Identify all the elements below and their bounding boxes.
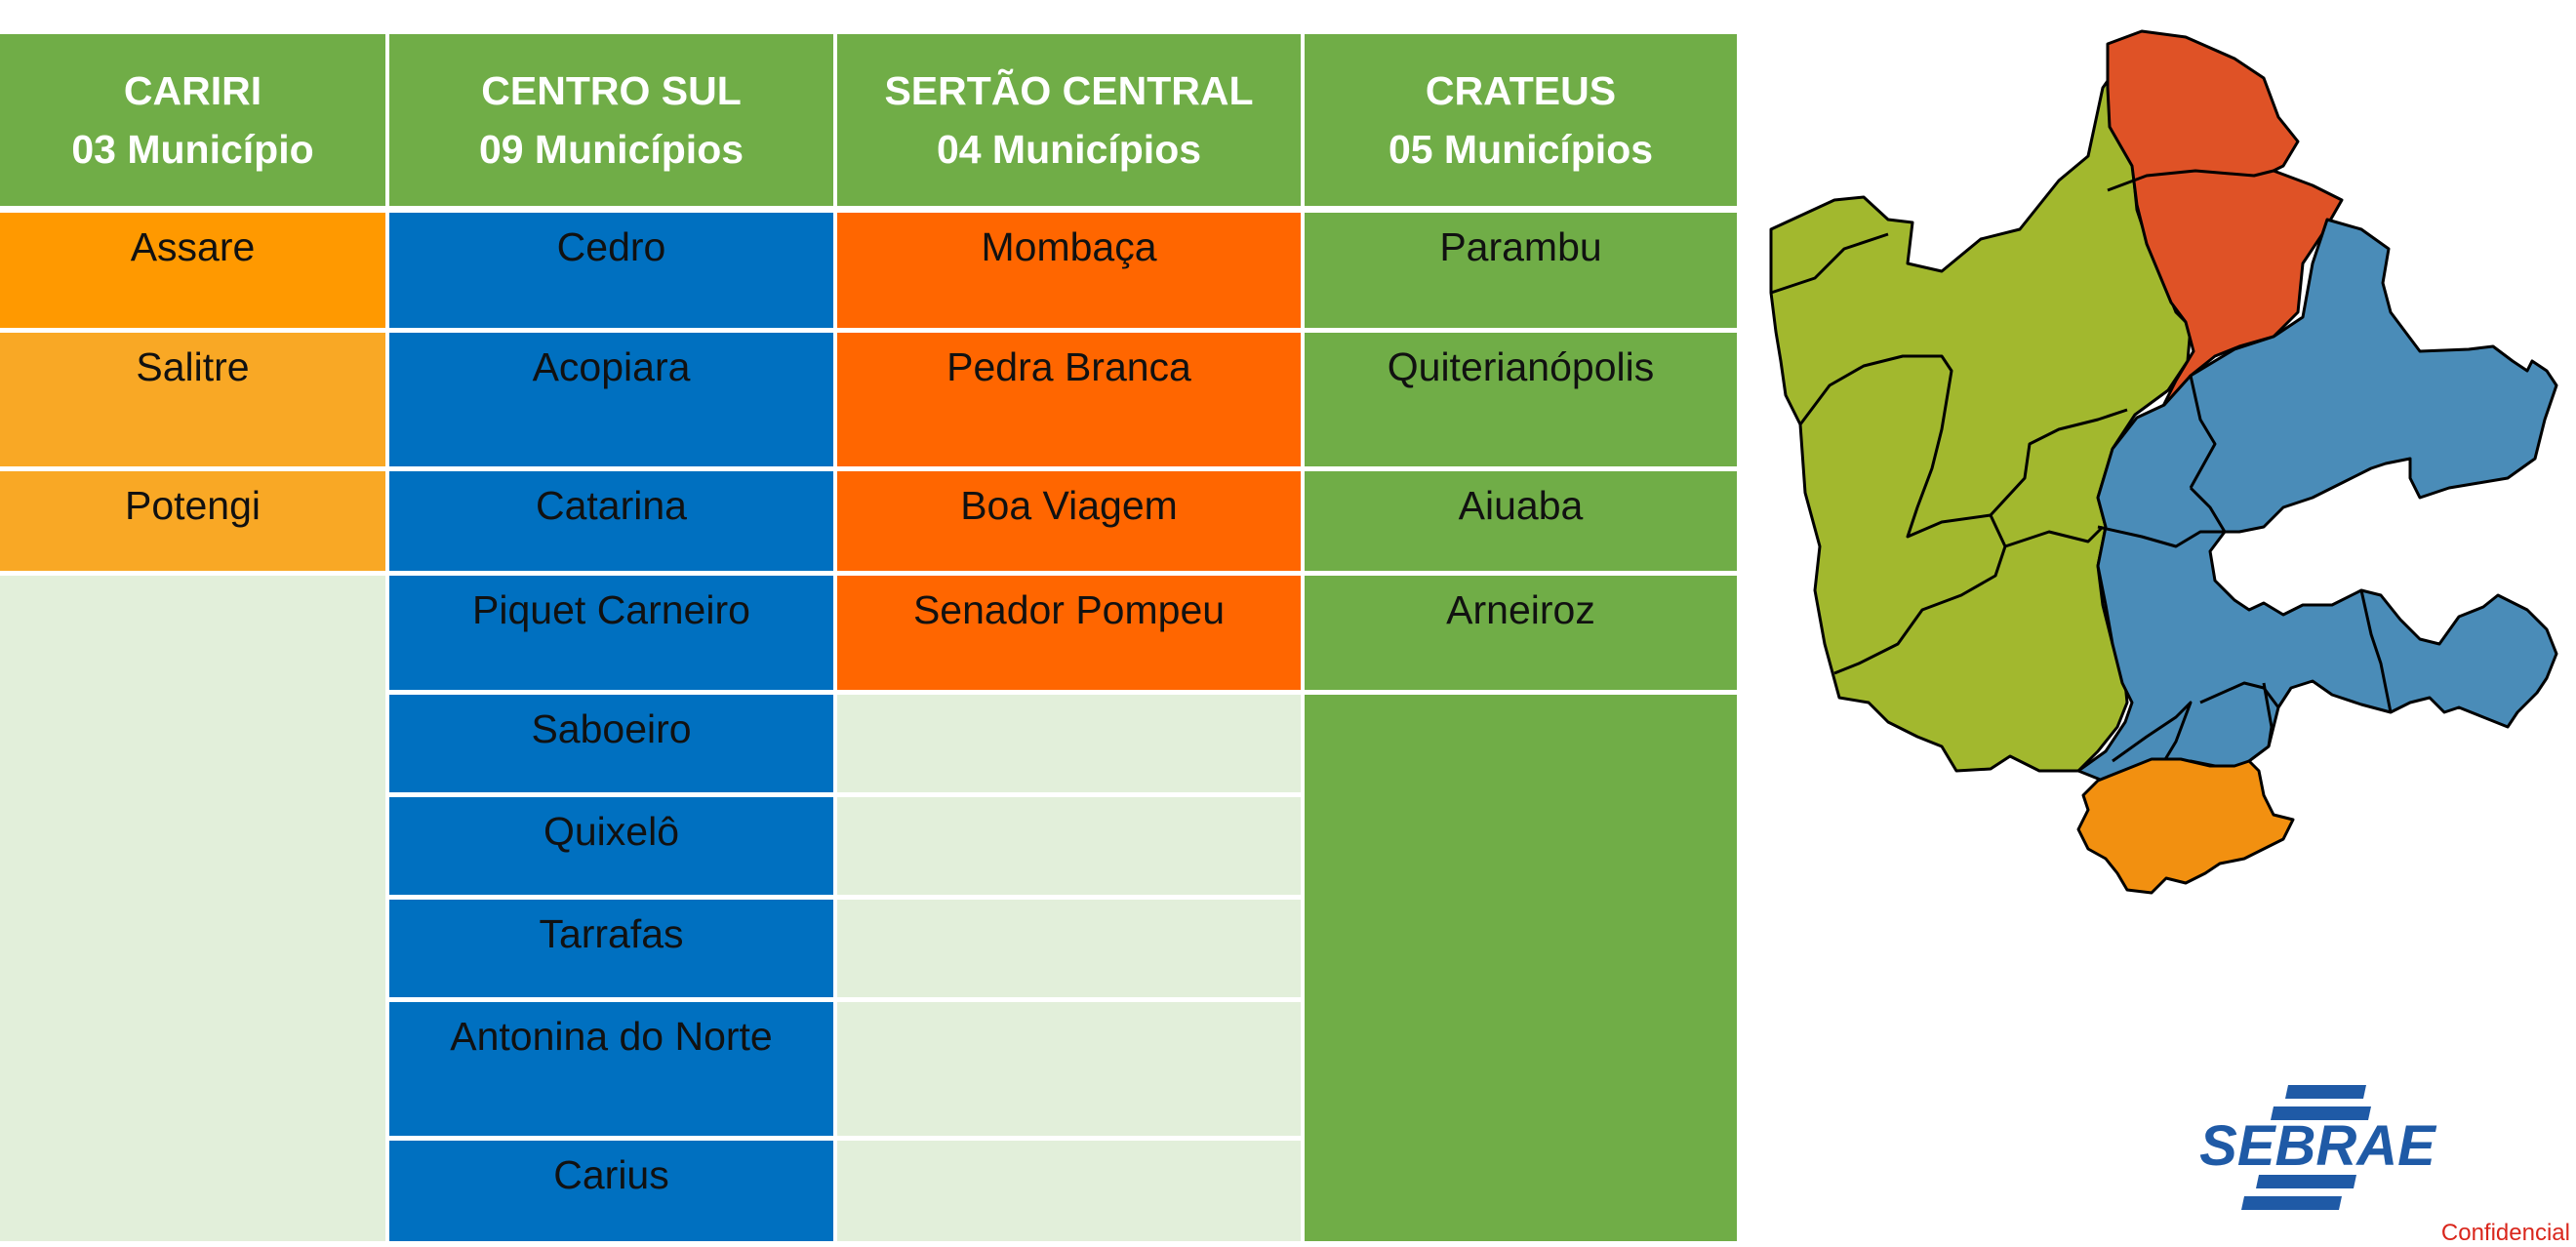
header-cariri: CARIRI 03 Município <box>0 34 385 206</box>
logo-stripes-icon <box>2241 1085 2371 1210</box>
cell-salitre: Salitre <box>0 333 385 466</box>
regions-table: CARIRI 03 Município Assare Salitre Poten… <box>0 34 1737 1241</box>
cell-arneiroz: Arneiroz <box>1305 576 1737 690</box>
cell-quixelo: Quixelô <box>389 797 833 895</box>
cell-boa-viagem: Boa Viagem <box>837 471 1301 571</box>
header-cariri-count: 03 Município <box>71 127 314 172</box>
header-sertao-central-name: SERTÃO CENTRAL <box>884 68 1254 113</box>
cell-acopiara: Acopiara <box>389 333 833 466</box>
header-crateus-count: 05 Municípios <box>1388 127 1654 172</box>
cell-tarrafas: Tarrafas <box>389 900 833 997</box>
cell-saboeiro: Saboeiro <box>389 695 833 792</box>
header-sertao-central-count: 04 Municípios <box>936 127 1202 172</box>
cell-pedra-branca: Pedra Branca <box>837 333 1301 466</box>
cell-senador-pompeu: Senador Pompeu <box>837 576 1301 690</box>
sebrae-logo: SEBRAE <box>2199 1085 2437 1210</box>
empty-cell <box>837 797 1301 895</box>
empty-cell <box>837 695 1301 792</box>
cell-cedro: Cedro <box>389 213 833 328</box>
empty-cell <box>837 1141 1301 1241</box>
cell-carius: Carius <box>389 1141 833 1241</box>
logo-text: SEBRAE <box>2199 1114 2437 1178</box>
cell-piquet-carneiro: Piquet Carneiro <box>389 576 833 690</box>
header-centro-sul: CENTRO SUL 09 Municípios <box>389 34 833 206</box>
header-crateus-name: CRATEUS <box>1425 68 1617 113</box>
header-centro-sul-count: 09 Municípios <box>478 127 745 172</box>
map-region-cariri <box>2076 757 2295 895</box>
empty-cell <box>837 1002 1301 1136</box>
header-centro-sul-name: CENTRO SUL <box>481 68 742 113</box>
header-cariri-name: CARIRI <box>123 68 262 113</box>
column-crateus: CRATEUS 05 Municípios Parambu Quiterianó… <box>1305 34 1737 1241</box>
header-sertao-central: SERTÃO CENTRAL 04 Municípios <box>837 34 1301 206</box>
empty-cell-green <box>1305 695 1737 1241</box>
cell-antonina-do-norte: Antonina do Norte <box>389 1002 833 1136</box>
header-crateus: CRATEUS 05 Municípios <box>1305 34 1737 206</box>
cell-quiterianopolis: Quiterianópolis <box>1305 333 1737 466</box>
column-cariri: CARIRI 03 Município Assare Salitre Poten… <box>0 34 385 1241</box>
column-sertao-central: SERTÃO CENTRAL 04 Municípios Mombaça Ped… <box>837 34 1301 1241</box>
empty-cell <box>837 900 1301 997</box>
empty-cell <box>0 576 385 1241</box>
cell-catarina: Catarina <box>389 471 833 571</box>
cell-assare: Assare <box>0 213 385 328</box>
column-centro-sul: CENTRO SUL 09 Municípios Cedro Acopiara … <box>389 34 833 1241</box>
cell-parambu: Parambu <box>1305 213 1737 328</box>
cell-mombaca: Mombaça <box>837 213 1301 328</box>
confidential-label: Confidencial <box>2440 1220 2570 1246</box>
cell-potengi: Potengi <box>0 471 385 571</box>
cell-aiuaba: Aiuaba <box>1305 471 1737 571</box>
region-map <box>1769 29 2558 895</box>
